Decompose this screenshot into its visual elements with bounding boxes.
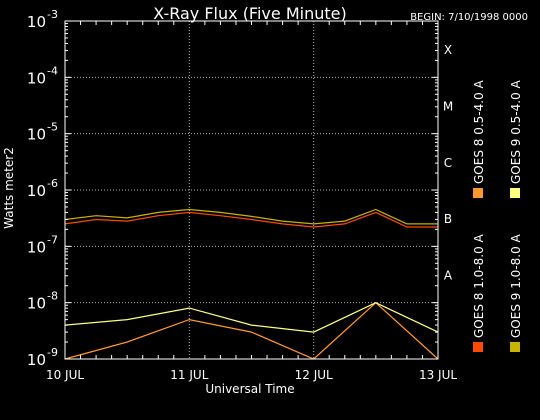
y-tick-label: 10 <box>27 69 46 87</box>
begin-date-label: BEGIN: 7/10/1998 0000 <box>410 12 528 23</box>
y-tick-label: 10 <box>27 238 46 256</box>
series-line-2 <box>65 303 438 359</box>
legend-label-1: GOES 8 1.0-8.0 A <box>472 233 486 338</box>
legend: GOES 8 1.0-8.0 A GOES 8 0.5-4.0 A GOES 9 1… <box>472 79 523 352</box>
series-line-1 <box>65 212 438 227</box>
x-tick-label: 11 JUL <box>170 368 208 382</box>
y-axis-label: Watts meter2 <box>2 147 16 229</box>
y-tick-exponent: -6 <box>47 177 58 190</box>
flare-class-a: A <box>444 269 453 283</box>
y-tick-exponent: -8 <box>47 290 58 303</box>
chart-title: X-Ray Flux (Five Minute) <box>153 4 346 23</box>
series-line-4 <box>65 303 438 332</box>
legend-swatch-3 <box>510 342 520 352</box>
legend-label-3: GOES 9 1.0-8.0 A <box>509 233 523 338</box>
y-tick-exponent: -5 <box>47 121 58 134</box>
x-tick-label: 13 JUL <box>419 368 457 382</box>
series-layer <box>65 210 438 360</box>
x-tick-label: 12 JUL <box>295 368 333 382</box>
y-tick-label: 10 <box>27 351 46 369</box>
y-tick-label: 10 <box>27 295 46 313</box>
x-axis-ticks: 10 JUL 11 JUL 12 JUL 13 JUL <box>46 21 457 382</box>
y-tick-exponent: -4 <box>47 64 58 77</box>
y-tick-exponent: -3 <box>47 8 58 21</box>
y-tick-exponent: -7 <box>47 233 58 246</box>
y-tick-exponent: -9 <box>47 346 58 359</box>
y-tick-label: 10 <box>27 126 46 144</box>
flare-class-c: C <box>444 156 452 170</box>
series-line-3 <box>65 210 438 224</box>
legend-swatch-2 <box>473 188 483 198</box>
x-tick-label: 10 JUL <box>46 368 84 382</box>
legend-swatch-1 <box>473 342 483 352</box>
y-tick-label: 10 <box>27 13 46 31</box>
flare-class-labels: A B C M X <box>443 43 453 282</box>
flare-class-m: M <box>443 100 453 114</box>
flare-class-b: B <box>444 212 452 226</box>
legend-label-2: GOES 8 0.5-4.0 A <box>472 79 486 184</box>
flare-class-x: X <box>444 43 452 57</box>
legend-swatch-4 <box>510 188 520 198</box>
x-axis-label: Universal Time <box>205 382 294 396</box>
y-tick-label: 10 <box>27 182 46 200</box>
y-axis-ticks: 10-910-810-710-610-510-410-3 <box>27 8 438 369</box>
legend-label-4: GOES 9 0.5-4.0 A <box>509 79 523 184</box>
